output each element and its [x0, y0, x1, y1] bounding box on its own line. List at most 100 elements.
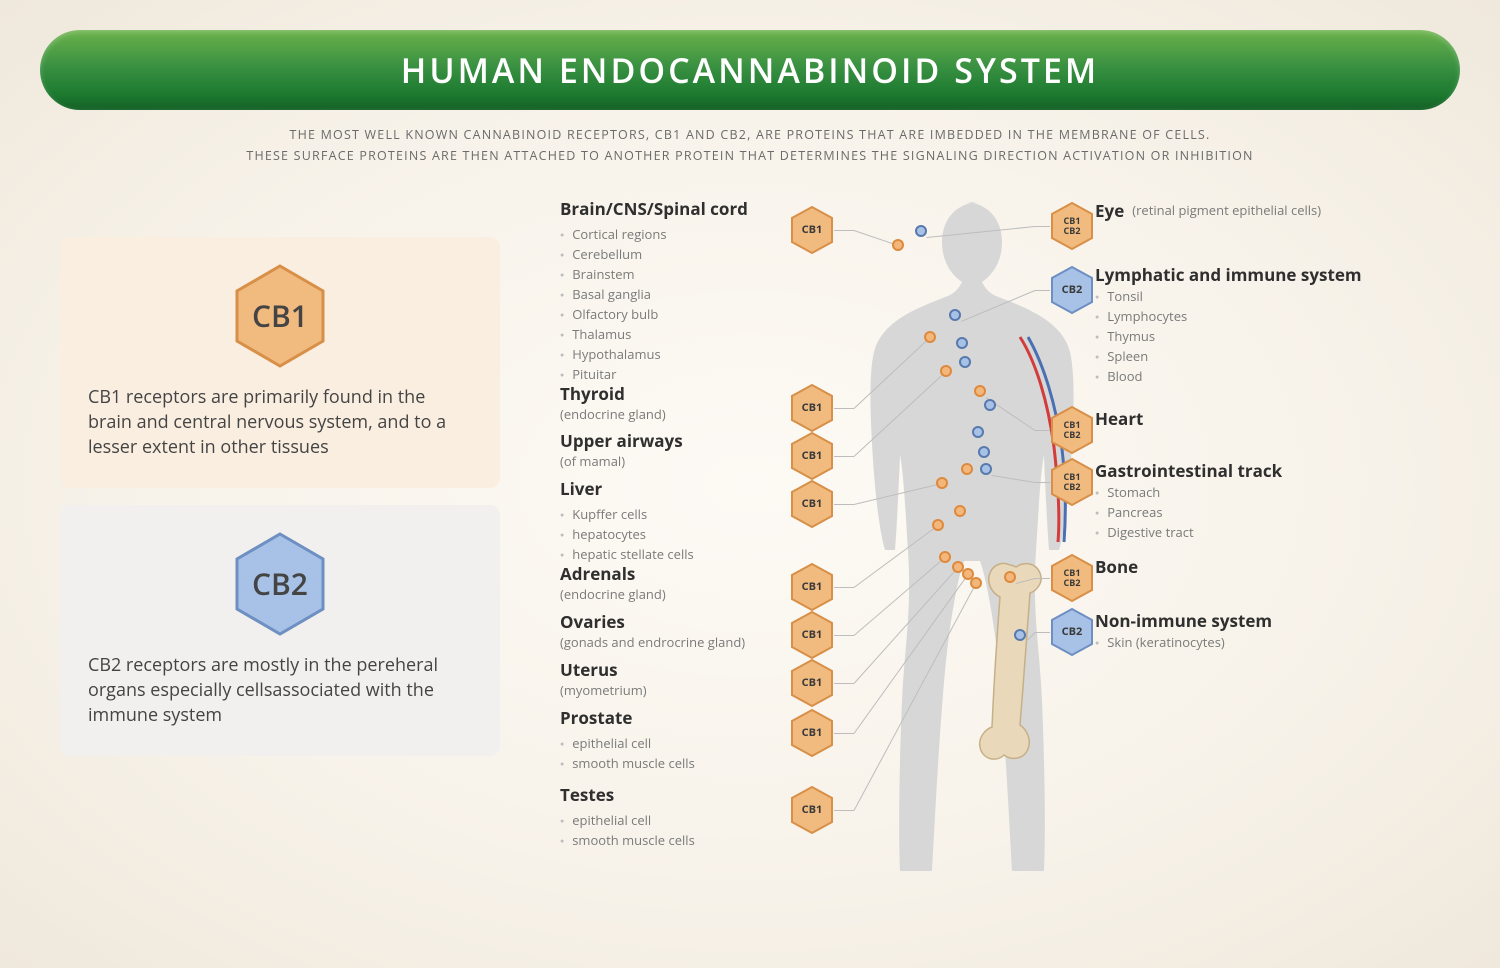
cb1-marker-icon — [1004, 571, 1016, 583]
section-title: Heart — [1095, 407, 1143, 430]
cb1-marker-icon — [936, 477, 948, 489]
ovaries-badge: CB1 — [790, 610, 834, 660]
left-section-uterus: Uterus(myometrium) — [560, 658, 780, 699]
cb1-card: CB1 CB1 receptors are primarily found in… — [60, 237, 500, 489]
list-item: hepatocytes — [560, 524, 780, 544]
title-banner: HUMAN ENDOCANNABINOID SYSTEM — [40, 30, 1460, 110]
left-section-thyroid: Thyroid(endocrine gland) — [560, 382, 780, 423]
left-section-upper-airways: Upper airways(of mamal) — [560, 429, 780, 470]
section-items: ●Skin (keratinocytes) — [1095, 632, 1435, 652]
list-item: ●Blood — [1095, 366, 1435, 386]
section-title: Upper airways — [560, 429, 780, 452]
right-section-non-immune-system: Non-immune system●Skin (keratinocytes) — [1095, 609, 1435, 652]
list-item: ●Thymus — [1095, 326, 1435, 346]
subtitle: THE MOST WELL KNOWN CANNABINOID RECEPTOR… — [0, 124, 1500, 167]
list-item: smooth muscle cells — [560, 753, 780, 773]
section-items: epithelial cellsmooth muscle cells — [560, 733, 780, 773]
subtitle-line1: THE MOST WELL KNOWN CANNABINOID RECEPTOR… — [0, 124, 1500, 145]
page-title: HUMAN ENDOCANNABINOID SYSTEM — [401, 47, 1099, 93]
list-item: ●Skin (keratinocytes) — [1095, 632, 1435, 652]
right-section-bone: Bone — [1095, 555, 1435, 578]
cb1-label: CB1 — [252, 295, 308, 336]
upper-airways-badge: CB1 — [790, 431, 834, 481]
section-title: Adrenals — [560, 562, 780, 585]
section-title: Uterus — [560, 658, 780, 681]
list-item: Kupffer cells — [560, 504, 780, 524]
non-immune-system-badge: CB2 — [1050, 607, 1094, 657]
list-item: ●Pancreas — [1095, 502, 1435, 522]
list-item: ●Stomach — [1095, 482, 1435, 502]
list-item: Cerebellum — [560, 244, 780, 264]
section-title: Gastrointestinal track — [1095, 459, 1282, 482]
prostate-badge: CB1 — [790, 708, 834, 758]
cb2-marker-icon — [1014, 629, 1026, 641]
list-item: Cortical regions — [560, 224, 780, 244]
cb2-marker-icon — [956, 337, 968, 349]
cb2-card: CB2 CB2 receptors are mostly in the pere… — [60, 505, 500, 757]
section-items: Cortical regionsCerebellumBrainstemBasal… — [560, 224, 780, 385]
cb2-marker-icon — [980, 463, 992, 475]
cb2-marker-icon — [972, 426, 984, 438]
uterus-badge: CB1 — [790, 658, 834, 708]
cb1-marker-icon — [932, 519, 944, 531]
subtitle-line2: THESE SURFACE PROTEINS ARE THEN ATTACHED… — [0, 145, 1500, 166]
left-section-adrenals: Adrenals(endocrine gland) — [560, 562, 780, 603]
cb1-marker-icon — [970, 577, 982, 589]
cb1-marker-icon — [961, 463, 973, 475]
cb1-marker-icon — [974, 385, 986, 397]
cb1-marker-icon — [940, 365, 952, 377]
section-title: Lymphatic and immune system — [1095, 263, 1362, 286]
eye-badge: CB1CB2 — [1050, 201, 1094, 251]
cb1-marker-icon — [892, 239, 904, 251]
cb1-hex-icon: CB1 — [234, 263, 326, 369]
section-title: Prostate — [560, 706, 780, 729]
right-section-eye: Eye(retinal pigment epithelial cells) — [1095, 199, 1435, 222]
section-title: Ovaries — [560, 610, 780, 633]
section-sub: (retinal pigment epithelial cells) — [1132, 201, 1321, 219]
left-section-liver: Liver Kupffer cellshepatocyteshepatic ste… — [560, 477, 780, 564]
list-item: Basal ganglia — [560, 284, 780, 304]
cb2-hex-icon: CB2 — [234, 531, 326, 637]
heart-badge: CB1CB2 — [1050, 405, 1094, 455]
section-sub: (of mamal) — [560, 452, 780, 470]
gastrointestinal-track-badge: CB1CB2 — [1050, 457, 1094, 507]
cb2-marker-icon — [915, 225, 927, 237]
section-title: Brain/CNS/Spinal cord — [560, 197, 780, 220]
list-item: Thalamus — [560, 324, 780, 344]
cb2-marker-icon — [984, 399, 996, 411]
thyroid-badge: CB1 — [790, 383, 834, 433]
list-item: Brainstem — [560, 264, 780, 284]
section-items: Kupffer cellshepatocyteshepatic stellate… — [560, 504, 780, 564]
lymphatic-and-immune-system-badge: CB2 — [1050, 265, 1094, 315]
cb2-marker-icon — [959, 356, 971, 368]
cb2-marker-icon — [949, 309, 961, 321]
section-title: Bone — [1095, 555, 1138, 578]
section-title: Non-immune system — [1095, 609, 1272, 632]
right-section-gastrointestinal-track: Gastrointestinal track●Stomach●Pancreas●… — [1095, 459, 1435, 542]
left-section-prostate: Prostate epithelial cellsmooth muscle cel… — [560, 706, 780, 773]
list-item: ●Spleen — [1095, 346, 1435, 366]
cb1-marker-icon — [924, 331, 936, 343]
list-item: ●Digestive tract — [1095, 522, 1435, 542]
list-item: Olfactory bulb — [560, 304, 780, 324]
section-items: ●Tonsil●Lymphocytes●Thymus●Spleen●Blood — [1095, 286, 1435, 387]
right-section-lymphatic-and-immune-system: Lymphatic and immune system●Tonsil●Lymph… — [1095, 263, 1435, 387]
cb1-marker-icon — [954, 505, 966, 517]
cb2-label: CB2 — [252, 563, 308, 604]
list-item: epithelial cell — [560, 733, 780, 753]
section-title: Liver — [560, 477, 780, 500]
list-item: Hypothalamus — [560, 344, 780, 364]
cb1-desc: CB1 receptors are primarily found in the… — [88, 385, 472, 461]
section-sub: (myometrium) — [560, 681, 780, 699]
liver-badge: CB1 — [790, 479, 834, 529]
left-section-brain-cns-spinal-cord: Brain/CNS/Spinal cord Cortical regionsCer… — [560, 197, 780, 385]
list-item: epithelial cell — [560, 810, 780, 830]
section-title: Testes — [560, 783, 780, 806]
right-section-heart: Heart — [1095, 407, 1435, 430]
section-items: epithelial cellsmooth muscle cells — [560, 810, 780, 850]
left-section-ovaries: Ovaries(gonads and endrocrine gland) — [560, 610, 780, 651]
section-items: ●Stomach●Pancreas●Digestive tract — [1095, 482, 1435, 542]
cb1-marker-icon — [939, 551, 951, 563]
section-sub: (endocrine gland) — [560, 585, 780, 603]
testes-badge: CB1 — [790, 785, 834, 835]
